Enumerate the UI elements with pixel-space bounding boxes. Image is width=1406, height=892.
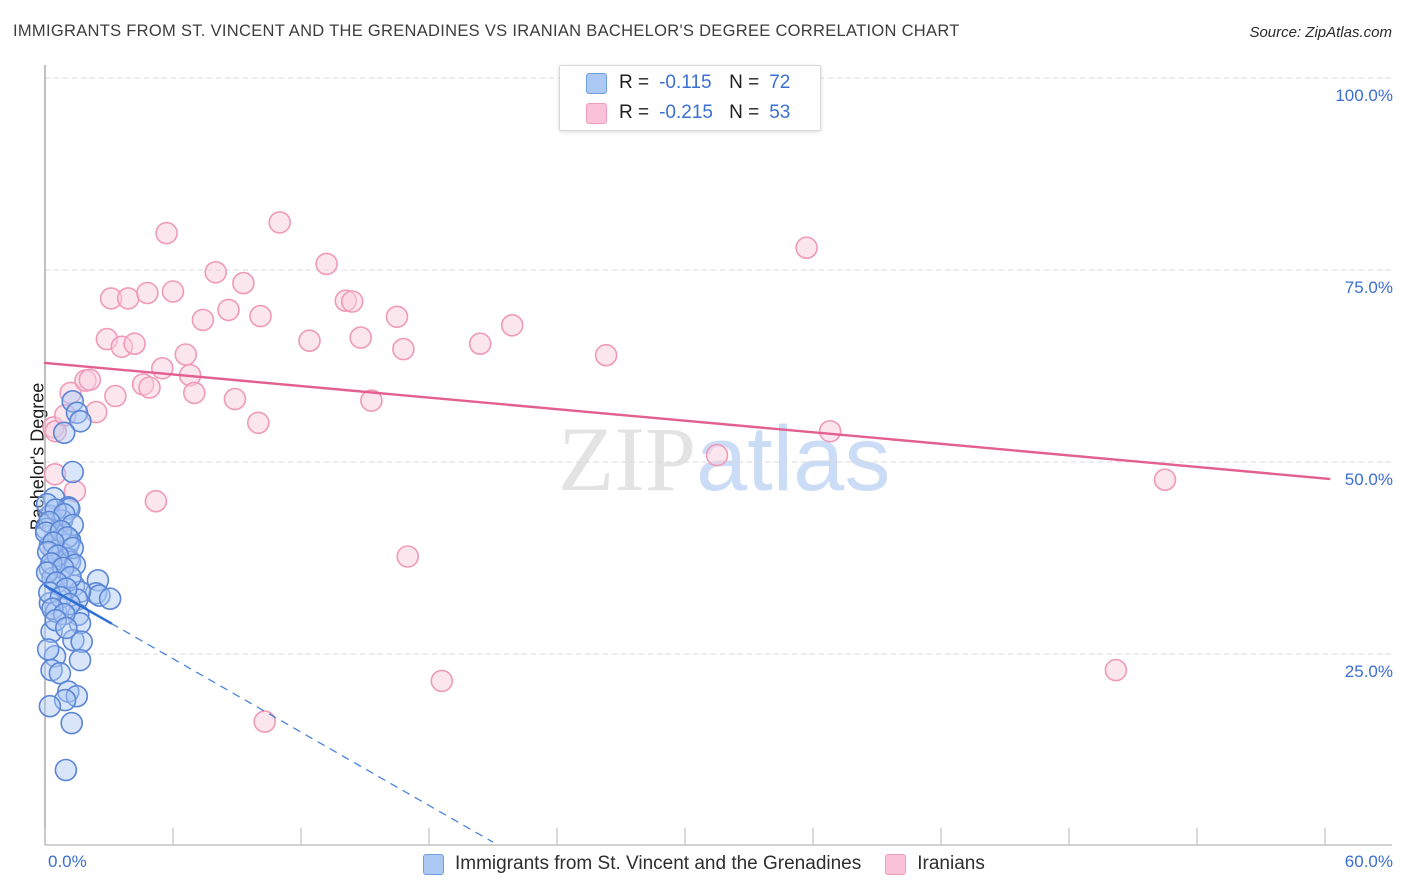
bottom-legend-label: Immigrants from St. Vincent and the Gren… — [455, 853, 862, 874]
y-tick-label-75: 75.0% — [1344, 278, 1393, 297]
scatter-point-iranians — [253, 710, 277, 733]
scatter-point-iranians — [430, 669, 454, 693]
page-title: IMMIGRANTS FROM ST. VINCENT AND THE GREN… — [13, 22, 960, 40]
scatter-point-iranians — [78, 368, 102, 392]
legend-box: R = -0.115 N = 72 R = -0.215 N = 53 — [559, 65, 821, 131]
scatter-point-iranians — [298, 329, 321, 353]
scatter-point-iranians — [268, 211, 292, 234]
scatter-point-immigrants — [69, 409, 92, 433]
scatter-point-iranians — [500, 313, 524, 337]
scatter-point-immigrants — [70, 630, 93, 654]
pink-series-swatch — [885, 853, 907, 875]
scatter-point-immigrants — [49, 519, 73, 543]
scatter-point-iranians — [123, 332, 146, 356]
scatter-point-iranians — [392, 337, 415, 361]
blue-series-swatch — [586, 72, 607, 94]
scatter-point-iranians — [468, 332, 492, 356]
bottom-legend-item-iranians: Iranians — [885, 853, 985, 875]
scatter-point-immigrants — [61, 389, 84, 413]
scatter-point-iranians — [151, 356, 174, 380]
scatter-point-iranians — [594, 343, 618, 367]
scatter-point-iranians — [232, 271, 255, 295]
scatter-point-immigrants — [38, 694, 62, 718]
scatter-point-iranians — [246, 411, 270, 435]
scatter-point-iranians — [191, 308, 215, 332]
scatter-point-immigrants — [36, 638, 60, 661]
scatter-point-iranians — [136, 281, 159, 305]
trendline-immigrants-solid — [43, 584, 113, 625]
legend-row-iranians: R = -0.215 N = 53 — [586, 101, 820, 125]
scatter-point-immigrants — [54, 758, 78, 782]
trendline-immigrants-dashed — [110, 622, 494, 843]
r-label: R = — [619, 72, 650, 93]
legend-row-immigrants: R = -0.115 N = 72 — [586, 71, 820, 95]
scatter-point-iranians — [705, 443, 729, 467]
scatter-point-immigrants — [48, 661, 72, 685]
n-value-iranians: 53 — [769, 102, 791, 123]
x-max-label: 60.0% — [1344, 852, 1393, 871]
n-value-immigrants: 72 — [769, 72, 791, 93]
r-value-iranians: -0.215 — [659, 102, 713, 123]
bottom-legend: Immigrants from St. Vincent and the Gren… — [423, 853, 985, 875]
scatter-point-iranians — [217, 298, 240, 322]
scatter-point-iranians — [249, 304, 272, 328]
scatter-point-iranians — [161, 280, 185, 303]
scatter-point-immigrants — [43, 644, 67, 668]
scatter-point-iranians — [818, 419, 842, 443]
scatter-point-iranians — [1153, 468, 1177, 492]
r-label: R = — [619, 102, 650, 123]
scatter-point-iranians — [43, 462, 67, 486]
y-tick-label-100: 100.0% — [1335, 86, 1393, 105]
bottom-legend-label: Iranians — [917, 853, 985, 874]
scatter-point-immigrants — [68, 648, 92, 672]
scatter-point-iranians — [138, 376, 161, 399]
bottom-legend-item-immigrants: Immigrants from St. Vincent and the Gren… — [423, 853, 861, 875]
scatter-point-iranians — [315, 252, 338, 276]
scatter-point-iranians — [349, 326, 373, 349]
scatter-point-immigrants — [98, 587, 122, 611]
scatter-point-iranians — [795, 236, 818, 259]
scatter-point-iranians — [155, 221, 178, 245]
trendline-iranians-solid — [43, 361, 1331, 481]
scatter-point-iranians — [116, 287, 140, 310]
scatter-point-immigrants — [62, 628, 85, 652]
source-label: Source: ZipAtlas.com — [1249, 24, 1392, 41]
scatter-point-immigrants — [60, 711, 83, 735]
scatter-point-iranians — [104, 384, 127, 408]
y-tick-label-25: 25.0% — [1344, 662, 1393, 681]
y-tick-label-50: 50.0% — [1344, 470, 1393, 489]
scatter-point-immigrants — [61, 460, 84, 484]
scatter-point-immigrants — [61, 513, 84, 537]
scatter-point-iranians — [385, 305, 409, 329]
x-min-label: 0.0% — [48, 852, 87, 871]
blue-series-swatch — [423, 853, 444, 875]
scatter-point-iranians — [204, 260, 227, 284]
scatter-point-iranians — [183, 381, 206, 405]
pink-series-swatch — [586, 102, 607, 124]
scatter-point-immigrants — [56, 525, 79, 549]
scatter-point-iranians — [144, 489, 168, 513]
scatter-point-immigrants — [59, 565, 82, 589]
scatter-point-iranians — [59, 381, 82, 405]
scatter-point-iranians — [360, 389, 383, 412]
scatter-point-iranians — [174, 343, 198, 366]
scatter-point-iranians — [396, 545, 420, 568]
scatter-point-iranians — [1104, 658, 1128, 682]
scatter-point-iranians — [340, 290, 364, 313]
n-label: N = — [729, 102, 760, 123]
n-label: N = — [729, 72, 760, 93]
r-value-immigrants: -0.115 — [659, 72, 712, 93]
scatter-point-iranians — [223, 387, 247, 411]
scatter-point-immigrants — [55, 616, 78, 640]
scatter-point-immigrants — [52, 421, 76, 445]
